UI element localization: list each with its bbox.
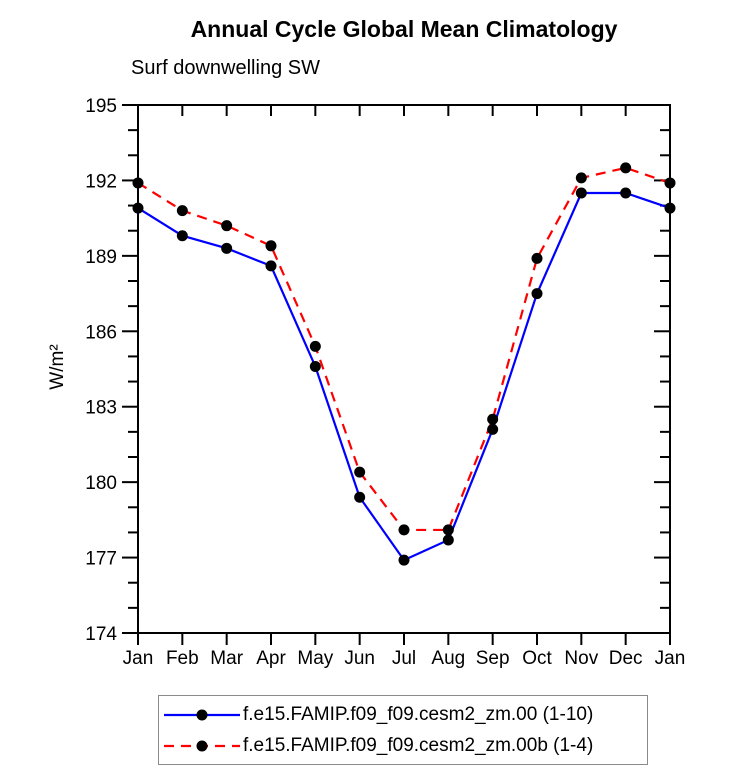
y-tick-label: 177 [85,549,117,570]
data-point-marker [176,230,188,242]
data-point-marker [620,162,632,174]
data-point-marker [487,413,499,425]
data-point-marker [132,177,144,189]
data-point-marker [354,466,366,478]
x-tick-label: Jul [392,648,416,669]
legend-label: f.e15.FAMIP.f09_f09.cesm2_zm.00b (1-4) [243,734,594,756]
y-tick-label: 174 [85,624,117,645]
y-tick-label: 195 [85,96,117,117]
y-tick-label: 186 [85,322,117,343]
data-point-marker [398,554,410,566]
y-tick-label: 183 [85,398,117,419]
x-tick-label: Aug [431,648,465,669]
legend: f.e15.FAMIP.f09_f09.cesm2_zm.00 (1-10) f… [158,695,648,765]
data-point-marker [132,202,144,214]
legend-dot-icon [196,709,208,720]
data-point-marker [531,252,543,264]
data-point-marker [531,288,543,300]
legend-item: f.e15.FAMIP.f09_f09.cesm2_zm.00 (1-10) [159,699,647,730]
x-tick-label: Apr [256,648,286,669]
x-tick-label: Jan [655,648,686,669]
data-point-marker [265,260,277,272]
data-point-marker [575,187,587,199]
y-tick-label: 192 [85,171,117,192]
x-tick-label: Nov [564,648,598,669]
data-point-marker [487,423,499,435]
x-tick-label: Jan [123,648,154,669]
x-tick-label: May [297,648,333,669]
data-point-marker [221,220,233,232]
data-point-marker [221,242,233,254]
data-point-marker [309,340,321,352]
plot-frame [137,104,671,634]
data-point-marker [176,205,188,217]
data-point-marker [664,202,676,214]
chart-subtitle: Surf downwelling SW [131,57,320,79]
legend-line-marker-icon [164,709,240,720]
data-point-marker [442,534,454,546]
data-point-marker [442,524,454,536]
data-point-marker [398,524,410,536]
x-tick-label: Oct [522,648,552,669]
series-line-dashed [137,166,671,532]
data-point-marker [354,491,366,503]
legend-label: f.e15.FAMIP.f09_f09.cesm2_zm.00 (1-10) [243,703,594,725]
series-line-solid [137,191,671,562]
data-point-marker [620,187,632,199]
chart-title: Annual Cycle Global Mean Climatology [190,16,618,42]
data-point-marker [664,177,676,189]
data-point-marker [265,240,277,252]
x-tick-label: Jun [344,648,375,669]
legend-dot-icon [196,740,208,751]
y-tick-label: 180 [85,473,117,494]
data-point-marker [309,360,321,372]
legend-item: f.e15.FAMIP.f09_f09.cesm2_zm.00b (1-4) [159,730,647,761]
x-tick-label: Dec [609,648,643,669]
legend-line-marker-icon [164,740,240,751]
x-tick-label: Feb [166,648,199,669]
data-point-marker [575,172,587,184]
y-tick-label: 189 [85,247,117,268]
x-tick-label: Mar [210,648,243,669]
x-tick-label: Sep [476,648,510,669]
